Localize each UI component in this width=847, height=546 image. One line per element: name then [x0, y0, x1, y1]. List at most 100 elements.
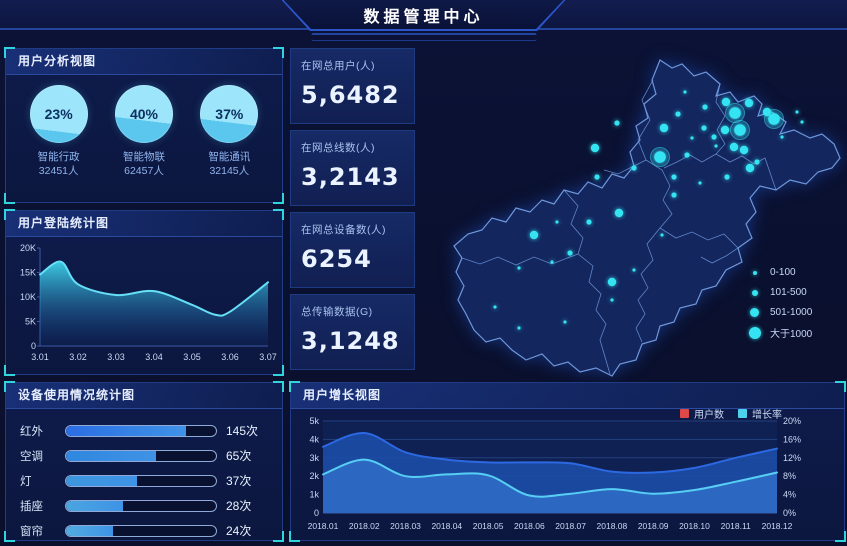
gauge-percent: 23% — [44, 106, 73, 122]
liquid-gauge: 40% 智能物联 62457人 — [104, 85, 184, 178]
map-data-point — [671, 192, 677, 198]
gauge-circle: 23% — [29, 85, 88, 143]
map-data-point — [762, 107, 772, 117]
svg-text:0: 0 — [314, 508, 319, 518]
corner-bracket — [4, 209, 15, 220]
corner-bracket — [273, 381, 284, 392]
stat-value: 3,2143 — [301, 163, 400, 191]
corner-bracket — [289, 531, 300, 542]
stat-cards: 在网总用户(人) 5,6482 在网总线数(人) 3,2143 在网总设备数(人) 625… — [290, 48, 415, 374]
map-scatter-points — [493, 90, 804, 330]
stat-value: 6254 — [301, 245, 372, 273]
stat-label: 总传输数据(G) — [301, 306, 373, 318]
map-legend-item[interactable]: 501-1000 — [748, 306, 812, 319]
login-area-chart: 0 5K 10K 15K 20K 3.01 3.02 3.03 3.04 3.05 3.06 3.07 — [20, 243, 277, 362]
corner-bracket — [273, 365, 284, 376]
map-legend-item[interactable]: 101-500 — [748, 286, 812, 299]
stat-label: 在网总用户(人) — [301, 60, 375, 72]
corner-bracket — [273, 209, 284, 220]
svg-text:2018.10: 2018.10 — [679, 521, 710, 531]
map-data-point — [660, 233, 664, 237]
gauge-row: 23% 智能行政 32451人 40% 智能物联 62457人 37% 智能通讯 32145人 — [6, 75, 282, 178]
map-legend-dot — [750, 308, 759, 317]
corner-bracket — [273, 531, 284, 542]
map-data-point — [754, 159, 760, 165]
device-value: 145次 — [226, 424, 259, 438]
map-data-point — [631, 165, 637, 171]
map-data-point — [734, 124, 746, 136]
map-data-point — [729, 107, 741, 119]
svg-text:2018.06: 2018.06 — [514, 521, 545, 531]
svg-text:20%: 20% — [783, 416, 801, 426]
svg-text:3.04: 3.04 — [145, 352, 163, 362]
gauge-percent: 37% — [215, 106, 244, 122]
corner-bracket — [4, 193, 15, 204]
svg-text:4k: 4k — [309, 434, 319, 444]
map-data-point — [517, 266, 521, 270]
gauge-label: 智能物联 62457人 — [123, 150, 165, 178]
svg-text:5K: 5K — [25, 317, 36, 327]
device-usage-row: 插座 28次 — [20, 493, 268, 518]
device-bar-fill — [66, 450, 156, 461]
device-bar-track — [65, 524, 217, 537]
map-data-point — [690, 136, 694, 140]
page-title-block: 数据管理中心 — [281, 0, 566, 31]
device-bar-track — [65, 474, 217, 487]
gauge-circle: 40% — [114, 85, 173, 143]
map-legend-label: 0-100 — [770, 267, 796, 278]
legend-item-growth-rate[interactable]: 增长率 — [738, 406, 782, 421]
map-data-point — [698, 181, 702, 185]
panel-device-usage: 设备使用情况统计图 红外 145次 空调 65次灯 37次 插座 28次 窗帘 24次 — [4, 381, 284, 543]
map-data-point — [739, 145, 749, 155]
map-data-point — [594, 174, 600, 180]
map-legend-label: 101-500 — [770, 287, 807, 298]
map-data-point — [610, 298, 614, 302]
legend-item-users[interactable]: 用户数 — [680, 406, 724, 421]
svg-text:3.06: 3.06 — [221, 352, 239, 362]
map-legend: 0-100 101-500 501-1000 大于1000 — [748, 266, 812, 340]
device-usage-row: 窗帘 24次 — [20, 518, 268, 543]
liquid-gauge: 37% 智能通讯 32145人 — [189, 85, 269, 178]
device-value: 37次 — [226, 474, 252, 488]
panel-title-device-usage: 设备使用情况统计图 — [6, 383, 282, 409]
title-underline-decoration — [311, 33, 536, 41]
gauge-percent: 40% — [129, 106, 158, 122]
map-data-point — [632, 268, 636, 272]
corner-bracket — [835, 381, 846, 392]
device-bar-track — [65, 424, 217, 437]
svg-text:3k: 3k — [309, 453, 319, 463]
device-bar-fill — [66, 500, 123, 511]
svg-text:5k: 5k — [309, 416, 319, 426]
svg-text:2018.08: 2018.08 — [597, 521, 628, 531]
device-bar-fill — [66, 425, 186, 436]
svg-text:8%: 8% — [783, 471, 796, 481]
map-data-point — [563, 320, 567, 324]
map-legend-item[interactable]: 大于1000 — [748, 326, 812, 340]
panel-user-analysis: 用户分析视图 23% 智能行政 32451人 40% 智能物联 62457人 37% 智能通讯… — [4, 47, 284, 204]
map-data-point — [567, 250, 573, 256]
device-label: 空调 — [20, 450, 43, 463]
map-data-point — [654, 151, 666, 163]
device-label: 插座 — [20, 500, 43, 513]
map-legend-item[interactable]: 0-100 — [748, 266, 812, 279]
map-legend-dot-box — [748, 326, 761, 339]
legend-label: 增长率 — [752, 410, 782, 421]
map-legend-dot — [751, 289, 758, 296]
map-legend-label: 501-1000 — [770, 307, 813, 318]
svg-text:12%: 12% — [783, 453, 801, 463]
svg-text:2018.11: 2018.11 — [721, 521, 751, 531]
device-label: 窗帘 — [20, 525, 43, 538]
device-bar-fill — [66, 525, 113, 536]
gauge-label: 智能行政 32451人 — [38, 150, 80, 178]
map-data-point — [729, 142, 739, 152]
corner-bracket — [4, 531, 15, 542]
device-usage-row: 灯 37次 — [20, 468, 268, 493]
map-data-point — [555, 220, 559, 224]
svg-text:16%: 16% — [783, 434, 801, 444]
map-data-point — [724, 174, 730, 180]
svg-text:3.03: 3.03 — [107, 352, 125, 362]
corner-bracket — [4, 47, 15, 58]
gauge-count: 32145人 — [209, 165, 250, 177]
device-bar-track — [65, 449, 217, 462]
map-county-borders — [461, 79, 777, 375]
